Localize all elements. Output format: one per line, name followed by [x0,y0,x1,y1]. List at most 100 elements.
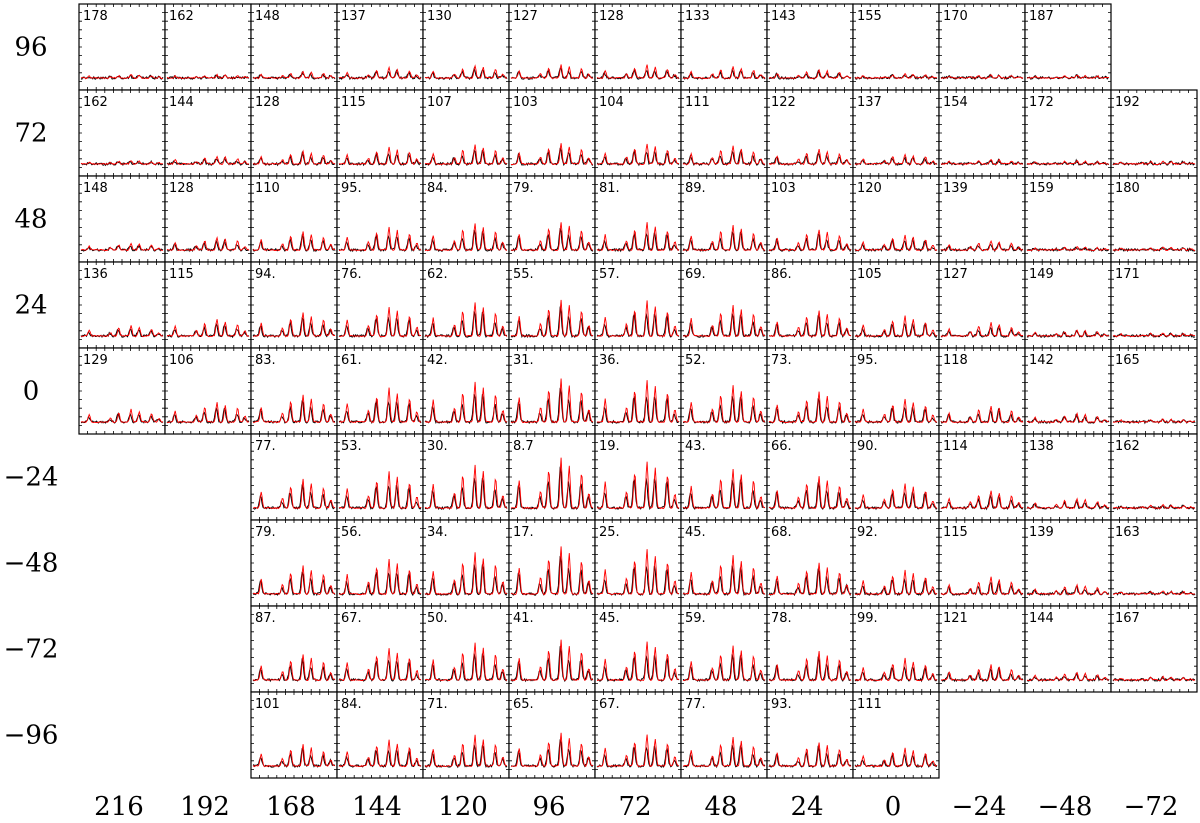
model-spectrum-line [596,734,680,768]
panel-ticks [337,176,423,262]
spectrum-panel: 111 [852,691,940,779]
spectrum-panel: 187 [1024,3,1112,91]
panel-offset-label: 103 [771,181,796,196]
panel-grid: 178 162 148 137 130 127 128 133 143 155 170 187 162 1… [78,3,1198,779]
observed-spectrum-line [424,477,508,510]
model-spectrum-line [768,650,852,682]
model-spectrum-line [682,468,766,510]
panel-offset-label: 90. [857,439,878,454]
panel-ticks [79,262,165,348]
panel-offset-label: 162 [83,95,108,110]
spectrum-panel: 159 [1024,175,1112,263]
model-spectrum-line [252,394,336,424]
model-spectrum-line [596,64,680,80]
spectrum-panel: 110 [250,175,338,263]
spectrum-panel: 45. [594,605,682,693]
panel-ticks [853,606,939,692]
model-spectrum-line [768,68,852,80]
panel-ticks [79,4,165,90]
panel-frame [852,691,940,779]
panel-frame [164,261,252,349]
spectrum-panel: 128 [594,3,682,91]
spectrum-panel: 66. [766,433,854,521]
model-spectrum-line [1026,671,1109,682]
model-spectrum-line [338,648,422,682]
panel-ticks [767,90,853,176]
spectrum-panel: 137 [336,3,424,91]
observed-spectrum-line [1112,332,1196,339]
panel-ticks [165,262,251,348]
panel-ticks [681,90,767,176]
spectrum-panel: 115 [938,519,1026,607]
spectrum-panel: 170 [938,3,1026,91]
model-spectrum-line [338,146,422,166]
panel-offset-label: 19. [599,439,620,454]
panel-offset-label: 73. [771,353,792,368]
panel-offset-label: 41. [513,611,534,626]
spectrum-panel: 81. [594,175,682,263]
panel-frame [594,605,682,693]
panel-offset-label: 95. [341,181,362,196]
panel-frame [766,433,854,521]
spectrum-panel: 144 [164,89,252,177]
panel-offset-label: 165 [1115,353,1140,368]
panel-ticks [595,90,681,176]
panel-ticks [337,606,423,692]
panel-ticks [1025,4,1111,90]
panel-ticks [681,692,767,778]
panel-ticks [1025,90,1111,176]
model-spectrum-line [682,555,766,595]
panel-ticks [251,4,337,90]
model-spectrum-line [424,552,508,596]
panel-ticks [853,90,939,176]
observed-spectrum-line [854,156,938,167]
observed-spectrum-line [940,325,1024,338]
spectrum-panel: 77. [250,433,338,521]
spectrum-panel: 163 [1110,519,1198,607]
model-spectrum-line [166,319,250,337]
panel-frame [680,691,768,779]
panel-frame [594,519,682,607]
panel-offset-label: 133 [685,9,710,24]
model-spectrum-line [1026,74,1110,80]
x-offset-label: −72 [1124,792,1179,822]
panel-offset-label: 148 [255,9,280,24]
panel-ticks [1111,606,1197,692]
panel-offset-label: 68. [771,525,792,540]
spectrum-panel: 103 [508,89,596,177]
spectrum-panel: 25. [594,519,682,607]
model-spectrum-line [1112,503,1196,510]
model-spectrum-line [510,732,594,768]
spectrum-panel: 137 [852,89,940,177]
model-spectrum-line [252,654,336,682]
panel-ticks [1111,262,1197,348]
spectrum-panel: 130 [422,3,510,91]
model-spectrum-line [768,742,852,768]
panel-frame [680,175,768,263]
model-spectrum-line [1027,583,1110,596]
panel-ticks [165,176,251,262]
spectrum-panel: 107 [422,89,510,177]
model-spectrum-line [80,325,164,338]
model-spectrum-line [854,569,938,596]
panel-ticks [165,90,251,176]
panel-ticks [939,606,1025,692]
model-spectrum-line [596,222,680,252]
model-spectrum-line [1112,418,1196,424]
spectrum-panel: 8.7 [508,433,596,521]
model-spectrum-line [338,739,422,768]
model-spectrum-line [682,66,766,80]
panel-ticks [681,262,767,348]
spectrum-panel: 133 [680,3,768,91]
panel-frame [852,175,940,263]
model-spectrum-line [768,229,852,251]
panel-offset-label: 127 [513,9,538,24]
spectrum-panel: 101 [250,691,338,779]
spectrum-panel: 73. [766,347,854,435]
model-spectrum-line [854,483,938,510]
y-offset-label: 0 [23,377,40,407]
spectrum-panel: 139 [938,175,1026,263]
panel-ticks [423,606,509,692]
spectrum-panel: 95. [336,175,424,263]
panel-offset-label: 178 [83,9,108,24]
